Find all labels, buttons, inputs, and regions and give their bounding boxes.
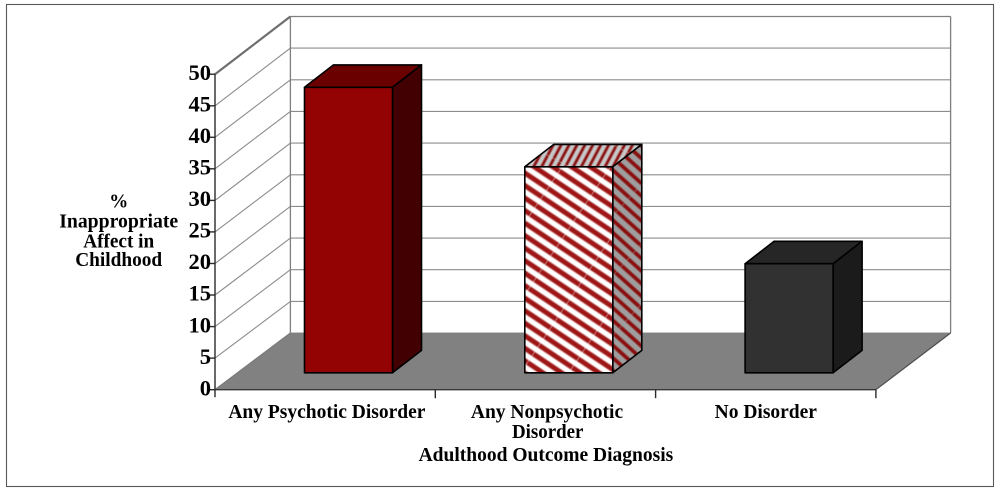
svg-text:10: 10 (189, 312, 212, 337)
svg-text:No Disorder: No Disorder (715, 402, 818, 423)
svg-text:45: 45 (189, 92, 212, 117)
svg-text:0: 0 (200, 375, 211, 400)
svg-text:Affect in: Affect in (83, 231, 154, 253)
svg-text:Disorder: Disorder (512, 422, 584, 443)
svg-text:5: 5 (200, 344, 211, 369)
svg-text:Any Nonpsychotic: Any Nonpsychotic (471, 402, 624, 423)
svg-text:40: 40 (189, 123, 212, 148)
svg-text:20: 20 (189, 249, 212, 274)
svg-text:Inappropriate: Inappropriate (59, 211, 178, 233)
svg-text:Adulthood Outcome Diagnosis: Adulthood Outcome Diagnosis (419, 445, 674, 466)
svg-text:15: 15 (189, 281, 212, 306)
svg-text:Childhood: Childhood (75, 249, 162, 271)
svg-text:50: 50 (189, 60, 212, 85)
svg-text:%: % (109, 191, 128, 213)
svg-text:30: 30 (189, 186, 212, 211)
svg-text:25: 25 (189, 218, 212, 243)
svg-text:35: 35 (189, 155, 212, 180)
svg-text:Any Psychotic Disorder: Any Psychotic Disorder (228, 402, 425, 423)
